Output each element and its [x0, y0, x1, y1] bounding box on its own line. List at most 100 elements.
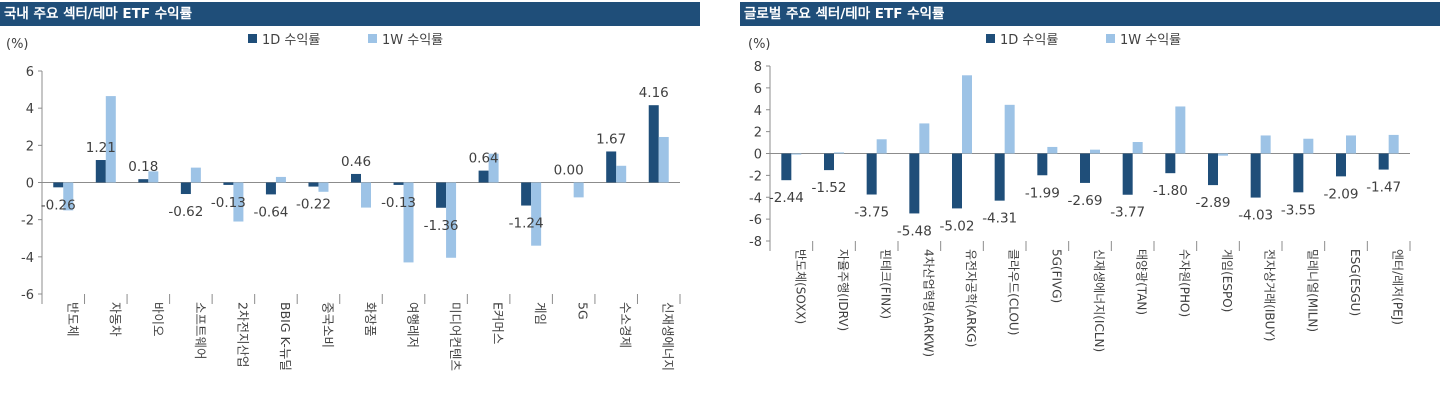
- global-data-label-1d: -3.77: [1110, 205, 1145, 221]
- global-bar-1w: [919, 123, 930, 154]
- domestic-y-tick-label: 6: [26, 65, 34, 80]
- domestic-y-tick-label: 2: [26, 139, 34, 154]
- domestic-data-label-1d: 4.16: [639, 85, 669, 101]
- global-category-label: 반도체(SOXX): [793, 249, 807, 324]
- global-bar-1w: [1260, 135, 1271, 154]
- domestic-y-tick-label: 0: [26, 177, 34, 192]
- global-legend-label-1d: 1D 수익률: [1000, 33, 1058, 48]
- domestic-data-label-1d: -0.62: [168, 204, 203, 220]
- domestic-data-label-1d: 1.67: [596, 131, 626, 147]
- domestic-data-label-1d: 1.21: [86, 140, 116, 156]
- domestic-bar-1w: [531, 182, 542, 246]
- domestic-bar-1d: [95, 160, 106, 183]
- global-category-label: ESG(ESGU): [1348, 249, 1362, 316]
- domestic-bar-1w: [318, 182, 329, 192]
- global-category-label: 4차산업혁명(ARKW): [921, 249, 935, 357]
- global-category-label: 태양광(TAN): [1135, 249, 1149, 315]
- global-data-label-1d: -2.69: [1068, 193, 1103, 209]
- domestic-bar-1w: [190, 167, 201, 183]
- global-data-label-1d: -2.44: [769, 190, 804, 206]
- domestic-bar-1d: [265, 182, 276, 195]
- global-unit-label: (%): [748, 37, 771, 52]
- global-bar-1w: [876, 139, 887, 154]
- global-category-label: 자율주행(IDRV): [836, 249, 851, 331]
- global-y-tick-label: -4: [749, 191, 762, 206]
- global-y-tick-label: -6: [749, 213, 762, 228]
- domestic-bar-1d: [180, 182, 191, 195]
- domestic-data-label-1d: 0.18: [128, 159, 158, 175]
- domestic-data-label-1d: -0.13: [211, 195, 246, 211]
- domestic-y-tick-label: -6: [21, 288, 34, 303]
- global-y-tick-label: 2: [754, 126, 762, 141]
- global-bar-1w: [1346, 135, 1356, 154]
- domestic-legend-swatch-1w: [368, 34, 377, 43]
- global-y-tick-label: 6: [754, 82, 762, 97]
- global-bar-1d: [1250, 153, 1261, 198]
- global-data-label-1d: -2.09: [1324, 186, 1359, 202]
- domestic-bar-1d: [521, 182, 532, 206]
- global-data-label-1d: -3.55: [1281, 202, 1316, 218]
- domestic-data-label-1d: 0.64: [469, 151, 499, 167]
- global-y-tick-label: 8: [754, 60, 762, 75]
- domestic-category-label: 반도체: [65, 302, 80, 337]
- global-category-label: 신재생에너지(ICLN): [1092, 249, 1106, 352]
- domestic-bar-1w: [616, 165, 627, 183]
- domestic-category-label: 바이오: [150, 302, 165, 337]
- domestic-bar-1d: [648, 105, 659, 183]
- domestic-category-label: BBIG K-뉴딜: [278, 302, 293, 371]
- domestic-category-label: 신재생에너지: [661, 302, 676, 371]
- domestic-y-tick-label: -4: [21, 251, 34, 266]
- global-bar-1d: [781, 153, 792, 181]
- domestic-category-label: 자동차: [108, 302, 123, 337]
- global-bar-1w: [834, 152, 844, 154]
- global-bar-1d: [994, 153, 1005, 201]
- domestic-bar-1d: [223, 182, 234, 185]
- domestic-bar-1w: [233, 182, 244, 222]
- global-legend-label-1w: 1W 수익률: [1120, 33, 1181, 48]
- global-bar-1w: [791, 153, 802, 155]
- global-legend-swatch-1w: [1106, 34, 1115, 43]
- domestic-category-label: 게임: [533, 302, 548, 325]
- domestic-bar-1d: [436, 182, 447, 208]
- domestic-data-label-1d: -0.13: [381, 195, 416, 211]
- domestic-category-label: 수소경제: [618, 302, 633, 348]
- domestic-bar-1w: [63, 182, 74, 211]
- domestic-y-tick-label: 4: [26, 102, 34, 117]
- global-bar-1w: [1004, 104, 1015, 154]
- global-bar-1d: [1122, 153, 1133, 195]
- domestic-data-label-1d: -0.22: [296, 197, 331, 213]
- domestic-data-label-1d: 0.00: [554, 163, 584, 179]
- global-bar-1w: [1303, 138, 1314, 154]
- global-data-label-1d: -4.31: [982, 211, 1017, 227]
- global-data-label-1d: -5.02: [940, 218, 975, 234]
- domestic-data-label-1d: -1.24: [509, 216, 544, 232]
- domestic-etf-panel: 국내 주요 섹터/테마 ETF 수익률 (%) 1D 수익률 1W 수익률 6 4 2 0-…: [0, 0, 700, 411]
- global-bar-1d: [952, 153, 962, 209]
- domestic-bar-1w: [105, 96, 116, 183]
- global-data-label-1d: -2.89: [1196, 195, 1231, 211]
- global-data-label-1d: -4.03: [1238, 208, 1273, 224]
- global-data-label-1d: -1.80: [1153, 183, 1188, 199]
- domestic-category-label: 미디어컨텐츠: [448, 302, 463, 371]
- global-y-tick-label: -2: [749, 169, 762, 184]
- global-bar-1w: [1218, 153, 1228, 156]
- domestic-legend-label-1w: 1W 수익률: [382, 33, 443, 48]
- global-bar-1w: [1388, 134, 1399, 154]
- global-category-label: 밀레니얼(MILN): [1305, 249, 1319, 332]
- domestic-data-label-1d: -0.26: [41, 197, 76, 213]
- global-bar-1d: [1080, 153, 1090, 183]
- global-data-label-1d: -1.47: [1366, 180, 1401, 196]
- global-data-label-1d: -5.48: [897, 223, 932, 239]
- domestic-bar-1d: [478, 170, 489, 183]
- global-category-label: 핀테크(FINX): [879, 249, 893, 319]
- global-legend-swatch-1d: [986, 34, 995, 43]
- global-category-label: 유전자공학(ARKG): [964, 249, 978, 347]
- global-category-label: 엔터/레저(PEJ): [1391, 249, 1405, 325]
- global-bar-1w: [1090, 149, 1100, 154]
- domestic-category-label: E커머스: [491, 302, 506, 344]
- domestic-legend-label-1d: 1D 수익률: [262, 33, 320, 48]
- domestic-bar-1w: [275, 176, 286, 183]
- global-bar-1d: [1336, 153, 1346, 177]
- domestic-bar-1w: [403, 182, 414, 263]
- global-bar-1d: [909, 153, 920, 214]
